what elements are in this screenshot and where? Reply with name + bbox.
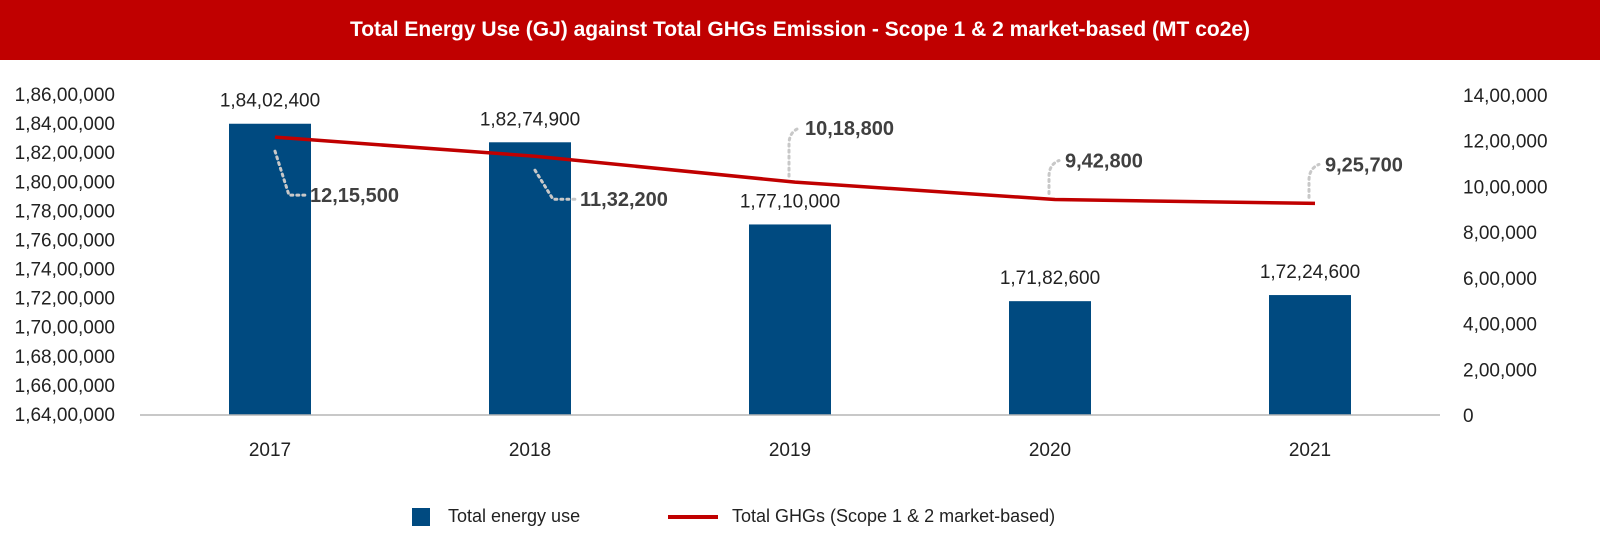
x-tick-label: 2017	[249, 440, 291, 461]
legend-label-ghg: Total GHGs (Scope 1 & 2 market-based)	[732, 506, 1056, 526]
y-left-tick-label: 1,86,00,000	[15, 85, 115, 106]
y-left-tick-label: 1,72,00,000	[15, 289, 115, 310]
bar-value-label: 1,71,82,600	[1000, 268, 1100, 289]
y-left-tick-label: 1,84,00,000	[15, 114, 115, 135]
bar-total-energy-2018	[489, 142, 571, 415]
line-value-label: 11,32,200	[580, 189, 668, 211]
line-value-label: 10,18,800	[805, 118, 894, 140]
y-left-tick-label: 1,74,00,000	[15, 260, 115, 281]
y-right-tick-label: 0	[1463, 406, 1474, 427]
line-value-label: 12,15,500	[310, 185, 399, 207]
chart-plot: 1,64,00,000 1,66,00,000 1,68,00,000 1,70,00…	[15, 85, 1548, 461]
line-value-label: 9,25,700	[1325, 154, 1403, 176]
legend-label-energy: Total energy use	[448, 506, 581, 526]
bar-total-energy-2019	[749, 224, 831, 415]
y-left-tick-label: 1,78,00,000	[15, 201, 115, 222]
y-left-tick-label: 1,64,00,000	[15, 405, 115, 426]
y-left-tick-label: 1,70,00,000	[15, 318, 115, 339]
y-left-tick-label: 1,76,00,000	[15, 230, 115, 251]
ghg-label-leader	[1047, 159, 1061, 196]
y-right-tick-label: 6,00,000	[1463, 269, 1537, 290]
bar-value-label: 1,77,10,000	[740, 191, 840, 212]
line-value-label: 9,42,800	[1065, 151, 1143, 173]
y-left-tick-label: 1,80,00,000	[15, 172, 115, 193]
y-right-tick-label: 8,00,000	[1463, 223, 1537, 244]
chart-title: Total Energy Use (GJ) against Total GHGs…	[0, 0, 1600, 60]
y-right-tick-label: 12,00,000	[1463, 132, 1548, 153]
y-right-tick-label: 10,00,000	[1463, 177, 1548, 198]
bar-total-energy-2017	[229, 123, 311, 415]
ghg-label-leader	[273, 149, 308, 197]
y-left-tick-label: 1,68,00,000	[15, 347, 115, 368]
y-right-tick-label: 14,00,000	[1463, 86, 1548, 107]
y-left-tick-label: 1,82,00,000	[15, 143, 115, 164]
chart-legend: Total energy use Total GHGs (Scope 1 & 2…	[0, 506, 1600, 536]
x-tick-label: 2019	[769, 440, 811, 461]
legend-item-ghg: Total GHGs (Scope 1 & 2 market-based)	[668, 506, 1055, 527]
x-tick-label: 2021	[1289, 440, 1331, 461]
line-total-ghgs	[274, 135, 1316, 206]
ghg-label-leader	[1307, 162, 1321, 199]
x-tick-label: 2020	[1029, 440, 1071, 461]
y-right-tick-label: 4,00,000	[1463, 315, 1537, 336]
bar-value-label: 1,84,02,400	[220, 91, 320, 112]
x-tick-label: 2018	[509, 440, 551, 461]
legend-item-energy: Total energy use	[412, 506, 580, 527]
ghg-label-leader	[533, 168, 578, 201]
bar-total-energy-2020	[1009, 301, 1091, 415]
legend-swatch-bar	[412, 507, 430, 526]
legend-swatch-line	[668, 514, 718, 519]
y-right-tick-label: 2,00,000	[1463, 360, 1537, 381]
ghg-label-leader	[787, 126, 801, 178]
bar-value-label: 1,82,74,900	[480, 109, 580, 130]
bar-total-energy-2021	[1269, 295, 1351, 415]
bar-value-label: 1,72,24,600	[1260, 262, 1360, 283]
y-left-tick-label: 1,66,00,000	[15, 376, 115, 397]
